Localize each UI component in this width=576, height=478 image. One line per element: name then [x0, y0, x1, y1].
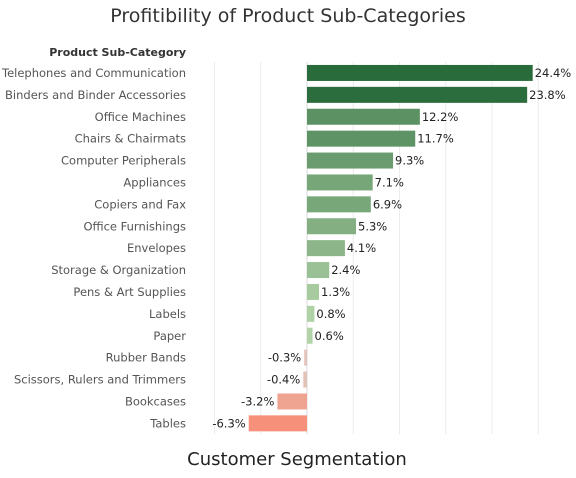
- category-label: Office Furnishings: [83, 219, 186, 233]
- category-label: Copiers and Fax: [94, 197, 186, 211]
- bar: [307, 108, 420, 125]
- category-label: Envelopes: [127, 241, 186, 255]
- value-label: 6.9%: [373, 197, 402, 211]
- bar: [307, 262, 330, 279]
- category-label: Computer Peripherals: [61, 154, 186, 168]
- value-label: 4.1%: [347, 241, 376, 255]
- value-label: 1.3%: [321, 285, 350, 299]
- category-label: Binders and Binder Accessories: [5, 88, 186, 102]
- value-label: -3.2%: [241, 394, 274, 408]
- category-label: Office Machines: [95, 110, 186, 124]
- value-label: 9.3%: [395, 154, 424, 168]
- bars: [248, 64, 533, 432]
- category-labels: Telephones and Communication Binders and …: [1, 66, 186, 430]
- bar: [307, 305, 315, 322]
- bar: [277, 393, 307, 410]
- bar: [303, 371, 307, 388]
- value-label: 24.4%: [535, 66, 572, 80]
- bar: [307, 218, 357, 235]
- category-label: Storage & Organization: [51, 263, 186, 277]
- value-label: 0.6%: [315, 329, 344, 343]
- category-label: Pens & Art Supplies: [73, 285, 186, 299]
- bar: [304, 349, 307, 366]
- bar: [307, 240, 345, 257]
- bar: [307, 130, 416, 147]
- value-label: -0.3%: [268, 351, 301, 365]
- value-label: 0.8%: [316, 307, 345, 321]
- value-label: 11.7%: [417, 132, 454, 146]
- chart-title: Profitibility of Product Sub-Categories: [110, 5, 466, 27]
- category-label: Appliances: [123, 175, 186, 189]
- bar: [307, 64, 533, 81]
- category-label: Paper: [153, 329, 186, 343]
- bar: [248, 415, 307, 432]
- value-label: 23.8%: [529, 88, 566, 102]
- section-title: Customer Segmentation: [187, 449, 407, 470]
- category-label: Tables: [149, 416, 186, 430]
- category-label: Chairs & Chairmats: [75, 132, 186, 146]
- category-label: Rubber Bands: [106, 351, 186, 365]
- category-label: Telephones and Communication: [1, 66, 186, 80]
- bar: [307, 174, 373, 191]
- value-label: 2.4%: [331, 263, 360, 277]
- value-label: 7.1%: [375, 175, 404, 189]
- value-labels: 24.4% 23.8% 12.2% 11.7% 9.3% 7.1% 6.9% 5.3% 4.1%…: [212, 66, 571, 430]
- bar: [307, 86, 528, 103]
- value-label: -0.4%: [267, 373, 300, 387]
- bar: [307, 327, 313, 344]
- category-label: Bookcases: [125, 394, 186, 408]
- row-header: Product Sub-Category: [49, 46, 186, 59]
- bar: [307, 152, 394, 169]
- category-label: Labels: [149, 307, 186, 321]
- bar: [307, 283, 320, 300]
- category-label: Scissors, Rulers and Trimmers: [14, 373, 186, 387]
- value-label: 5.3%: [358, 219, 387, 233]
- value-label: 12.2%: [422, 110, 459, 124]
- value-label: -6.3%: [212, 416, 245, 430]
- bar: [307, 196, 371, 213]
